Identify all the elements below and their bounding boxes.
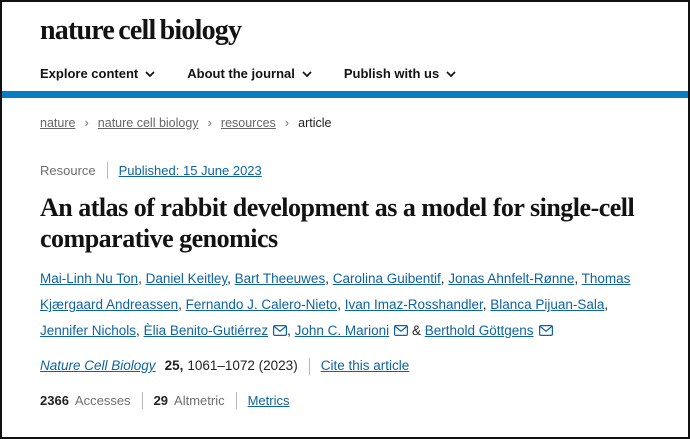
nav-item-label: Explore content (40, 66, 139, 81)
author-link[interactable]: Fernando J. Calero-Nieto (185, 297, 338, 312)
article-type-label: Resource (40, 163, 96, 178)
accesses-label: Accesses (74, 393, 131, 408)
breadcrumb-item-1[interactable]: nature (40, 116, 76, 130)
author-link[interactable]: Berthold Göttgens (424, 323, 534, 338)
author-separator: , (604, 297, 609, 312)
chevron-down-icon (302, 71, 312, 77)
published-date-link[interactable]: Published: 15 June 2023 (118, 163, 262, 178)
citation-row: Nature Cell Biology 25, 1061–1072 (2023)… (40, 357, 650, 375)
nav-item-about-the-journal[interactable]: About the journal (187, 66, 312, 82)
email-envelope-icon[interactable] (273, 325, 288, 337)
author-link[interactable]: Carolina Guibentif (332, 271, 441, 286)
divider (106, 162, 108, 179)
author-separator: , (440, 271, 449, 286)
author-separator: , (325, 271, 333, 286)
nav-item-publish-with-us[interactable]: Publish with us (344, 66, 456, 82)
main-nav: Explore content About the journal Publish … (40, 66, 650, 82)
journal-name-link[interactable]: Nature Cell Biology (40, 358, 156, 373)
nav-item-label: Publish with us (343, 66, 440, 81)
author-link[interactable]: Thomas Kjærgaard Andreassen (40, 271, 631, 312)
email-envelope-icon[interactable] (394, 325, 409, 337)
author-link[interactable]: Blanca Pijuan-Sala (490, 297, 605, 312)
chevron-down-icon (446, 71, 456, 77)
author-separator: , (136, 323, 144, 338)
author-link[interactable]: Mai-Linh Nu Ton (40, 271, 139, 286)
breadcrumb-separator: › (207, 115, 212, 130)
chevron-down-icon (145, 71, 155, 77)
cite-this-article-link[interactable]: Cite this article (320, 358, 410, 373)
author-separator: , (287, 323, 295, 338)
metrics-row: 2366 Accesses 29 Altmetric Metrics (40, 392, 650, 409)
journal-logo[interactable]: nature cell biology (40, 15, 242, 46)
article-content: nature › nature cell biology › resources › art… (2, 98, 688, 409)
author-separator: , (482, 297, 491, 312)
article-title: An atlas of rabbit development as a mode… (40, 193, 635, 253)
author-separator: , (337, 297, 345, 312)
author-separator: & (408, 323, 425, 338)
author-link[interactable]: Bart Theeuwes (234, 271, 326, 286)
article-meta-row: Resource Published: 15 June 2023 (40, 162, 650, 179)
altmetric-label: Altmetric (174, 393, 225, 408)
author-link[interactable]: Daniel Keitley (145, 271, 228, 286)
author-separator: , (574, 271, 582, 286)
breadcrumb-item-3[interactable]: resources (220, 116, 276, 130)
accesses-count: 2366 (40, 393, 69, 408)
altmetric-count: 29 (153, 393, 169, 408)
breadcrumb: nature › nature cell biology › resources › art… (40, 115, 650, 131)
author-separator: , (138, 271, 146, 286)
breadcrumb-separator: › (284, 115, 290, 130)
author-separator: , (227, 271, 235, 286)
email-envelope-icon[interactable] (538, 325, 553, 337)
divider (308, 357, 310, 375)
metrics-link[interactable]: Metrics (247, 393, 290, 408)
nav-item-explore-content[interactable]: Explore content (40, 66, 155, 82)
author-link[interactable]: Ivan Imaz-Rosshandler (344, 297, 483, 312)
divider (235, 392, 237, 409)
author-link[interactable]: Jonas Ahnfelt-Rønne (448, 271, 575, 286)
breadcrumb-item-2[interactable]: nature cell biology (97, 116, 199, 130)
breadcrumb-separator: › (84, 115, 89, 130)
author-link[interactable]: John C. Marioni (294, 323, 390, 338)
divider (141, 392, 143, 409)
author-link[interactable]: Jennifer Nichols (40, 323, 137, 338)
accent-bar (2, 91, 688, 98)
author-list: Mai-Linh Nu Ton, Daniel Keitley, Bart Th… (40, 266, 650, 344)
citation-volume: 25, (164, 358, 184, 373)
breadcrumb-item-4: article (298, 116, 332, 130)
author-link[interactable]: Èlia Benito-Gutiérrez (143, 323, 269, 338)
citation-pages-year: 1061–1072 (2023) (187, 358, 298, 373)
nav-item-label: About the journal (187, 66, 295, 81)
site-header: nature cell biology Explore content About… (2, 2, 688, 82)
author-separator: , (178, 297, 186, 312)
